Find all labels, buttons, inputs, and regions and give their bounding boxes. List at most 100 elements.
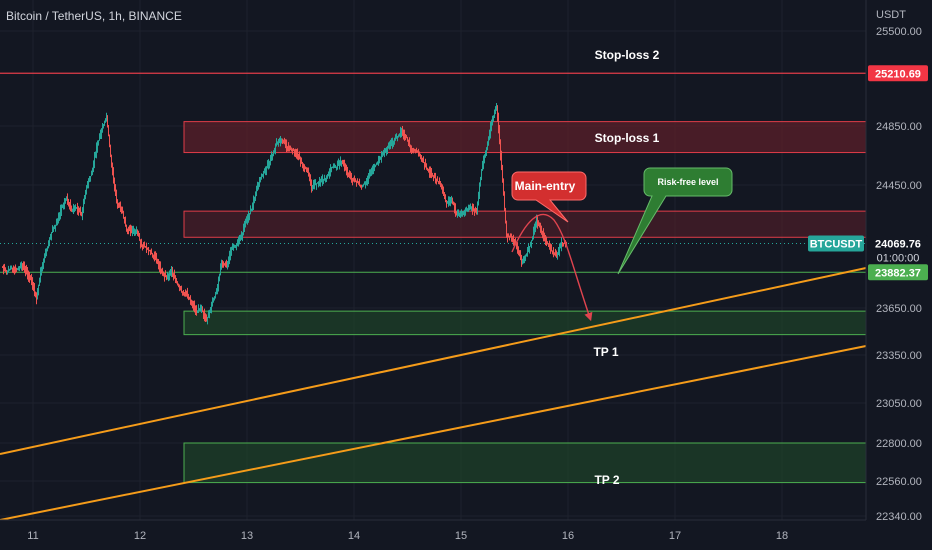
candle-body — [49, 239, 50, 244]
candle-body — [339, 163, 340, 165]
candle-body — [373, 168, 374, 170]
candle-body — [117, 201, 118, 204]
candle-body — [401, 131, 402, 133]
candle-body — [151, 252, 152, 254]
symbol-legend[interactable]: Bitcoin / TetherUS, 1h, BINANCE — [6, 9, 182, 23]
time-tick-label: 15 — [455, 530, 467, 542]
candle-body — [449, 200, 450, 202]
candle-body — [503, 181, 504, 196]
candle-body — [464, 211, 465, 213]
candle-body — [545, 238, 546, 241]
candle-body — [433, 175, 434, 177]
candle-body — [231, 247, 232, 252]
candle-body — [42, 263, 43, 267]
candle-body — [287, 146, 288, 148]
candle-body — [60, 210, 61, 214]
candle-body — [294, 150, 295, 152]
candle-body — [103, 124, 104, 127]
candle-body — [498, 118, 499, 131]
candle-body — [436, 178, 437, 180]
candle-body — [443, 191, 444, 195]
candle-body — [414, 149, 415, 151]
candle-body — [288, 147, 289, 149]
candle-body — [2, 266, 3, 268]
candle-body — [39, 279, 40, 286]
candle-body — [278, 141, 279, 143]
candle-body — [423, 160, 424, 163]
candle-body — [37, 292, 38, 299]
candle-body — [365, 182, 366, 184]
candle-body — [177, 282, 178, 285]
candlesticks — [2, 102, 567, 325]
candle-body — [6, 271, 7, 273]
candle-body — [408, 139, 409, 143]
candle-body — [267, 165, 268, 168]
symbol-badge — [808, 235, 864, 252]
candle-body — [386, 149, 387, 152]
candle-body — [284, 141, 285, 144]
candle-body — [182, 291, 183, 293]
candle-body — [538, 222, 539, 225]
candle-body — [107, 115, 108, 126]
candle-body — [300, 159, 301, 162]
candle-body — [461, 214, 462, 216]
candle-body — [200, 309, 201, 311]
candle-body — [397, 136, 398, 138]
trendlines — [0, 267, 867, 521]
candle-body — [309, 176, 310, 181]
candle-body — [224, 264, 225, 266]
candle-body — [438, 181, 439, 183]
candle-body — [55, 225, 56, 228]
candle-body — [297, 153, 298, 156]
candle-body — [488, 138, 489, 144]
candle-body — [48, 243, 49, 247]
candle-body — [369, 175, 370, 178]
candle-body — [277, 142, 278, 144]
candle-body — [203, 311, 204, 314]
candle-body — [560, 245, 561, 248]
candle-body — [318, 182, 319, 184]
candle-body — [257, 186, 258, 190]
candle-body — [466, 208, 467, 211]
price-axis-currency: USDT — [876, 9, 906, 21]
candle-body — [45, 253, 46, 257]
candle-body — [391, 143, 392, 145]
candle-body — [510, 236, 511, 238]
candle-body — [165, 275, 166, 278]
time-tick-label: 17 — [669, 530, 681, 542]
candle-body — [480, 177, 481, 186]
candle-body — [144, 246, 145, 248]
candle-body — [370, 173, 371, 176]
candle-body — [159, 264, 160, 268]
candle-body — [516, 243, 517, 246]
candle-body — [22, 263, 23, 266]
candle-body — [3, 267, 4, 270]
candle-body — [160, 267, 161, 270]
tp1-label: TP 1 — [593, 345, 618, 359]
candle-body — [214, 296, 215, 300]
candle-body — [447, 202, 448, 204]
candle-body — [254, 197, 255, 202]
candle-body — [394, 139, 395, 141]
candle-body — [242, 232, 243, 237]
tp2-zone — [183, 442, 867, 484]
candle-body — [383, 153, 384, 155]
candle-body — [293, 150, 294, 152]
candle-body — [355, 181, 356, 183]
candle-body — [509, 236, 510, 238]
candle-body — [118, 203, 119, 205]
candle-body — [312, 186, 313, 188]
price-tick-label: 23350.00 — [876, 350, 922, 362]
candle-body — [206, 318, 207, 322]
candle-body — [494, 112, 495, 116]
candle-body — [536, 220, 537, 225]
candle-body — [130, 230, 131, 232]
candle-body — [173, 273, 174, 276]
candle-body — [17, 268, 18, 270]
candle-body — [235, 245, 236, 247]
time-tick-label: 16 — [562, 530, 574, 542]
candle-body — [325, 178, 326, 180]
candle-body — [415, 150, 416, 152]
candle-body — [448, 201, 449, 203]
